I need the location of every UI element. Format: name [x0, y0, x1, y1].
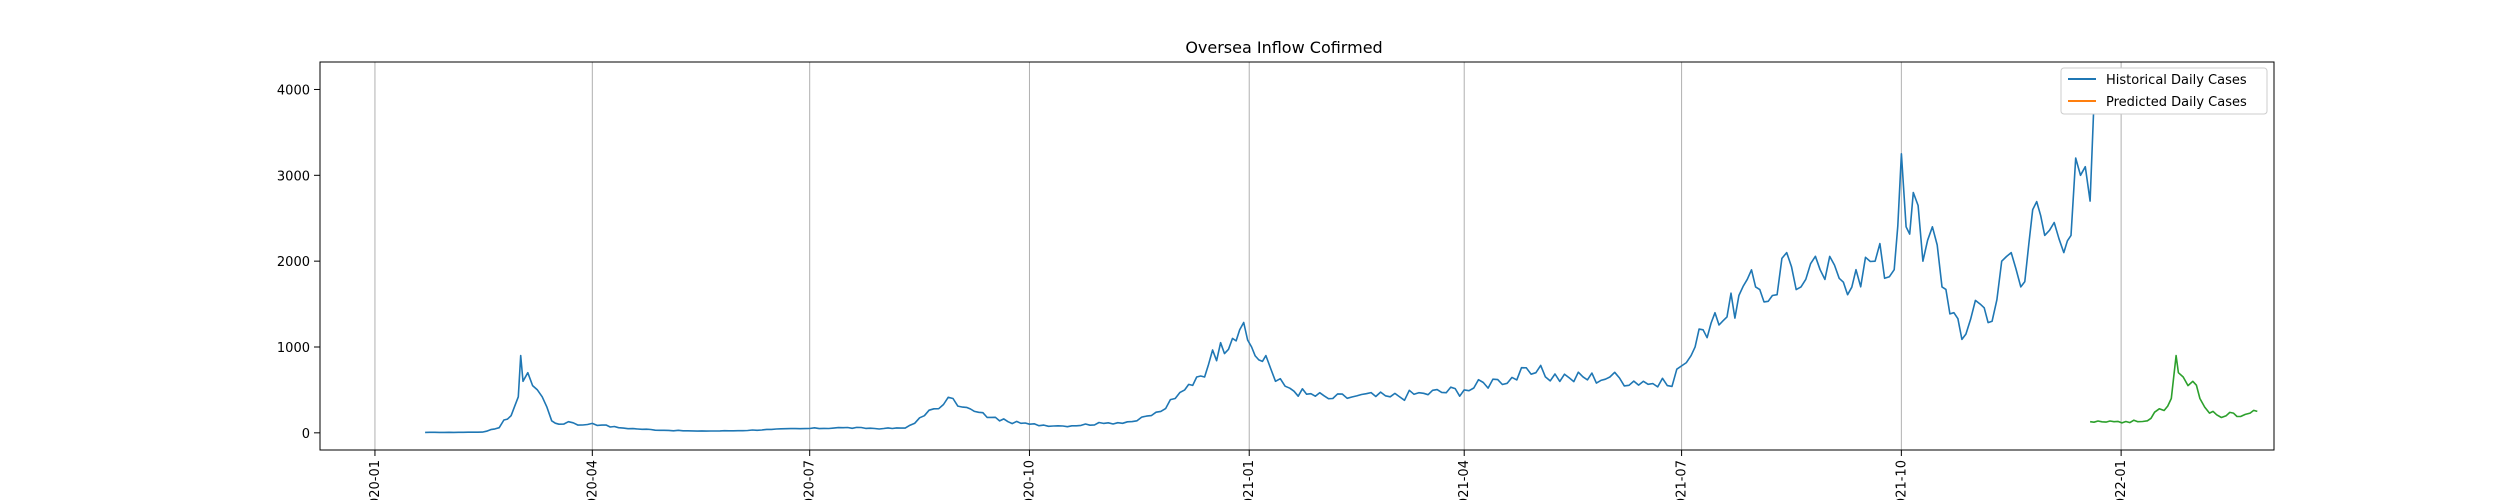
y-tick-label-4: 4000 [277, 83, 310, 98]
x-tick-label-7: 2021-10 [1894, 460, 1909, 500]
x-tick-label-0: 2020-01 [368, 460, 383, 500]
series-line-2 [2089, 354, 2258, 424]
x-tick-label-5: 2021-04 [1457, 460, 1472, 500]
x-tick-label-3: 2020-10 [1022, 460, 1037, 500]
chart-title: Oversea Inflow Cofirmed [1185, 38, 1382, 57]
y-tick-label-2: 2000 [277, 255, 310, 270]
series-lines [425, 80, 2258, 434]
x-tick-label-6: 2021-07 [1675, 460, 1690, 500]
grid-lines [374, 62, 2122, 450]
plot-area-frame [319, 61, 2275, 451]
legend-box [2060, 67, 2268, 115]
x-tick-label-1: 2020-04 [585, 460, 600, 500]
axis-ticks: 2020-01 2020-04 2020-07 2020-10 2021-01 2021-… [277, 83, 2129, 500]
y-tick-label-1: 1000 [277, 341, 310, 356]
legend: Historical Daily Cases Predicted Daily C… [2060, 67, 2268, 115]
x-tick-label-4: 2021-01 [1242, 460, 1257, 500]
x-tick-label-8: 2022-01 [2114, 460, 2129, 500]
series-line-0 [425, 80, 2108, 434]
legend-label-predicted: Predicted Daily Cases [2106, 95, 2247, 110]
legend-label-historical: Historical Daily Cases [2106, 73, 2247, 88]
y-tick-label-3: 3000 [277, 169, 310, 184]
x-tick-label-2: 2020-07 [803, 460, 818, 500]
y-tick-label-0: 0 [302, 427, 310, 442]
